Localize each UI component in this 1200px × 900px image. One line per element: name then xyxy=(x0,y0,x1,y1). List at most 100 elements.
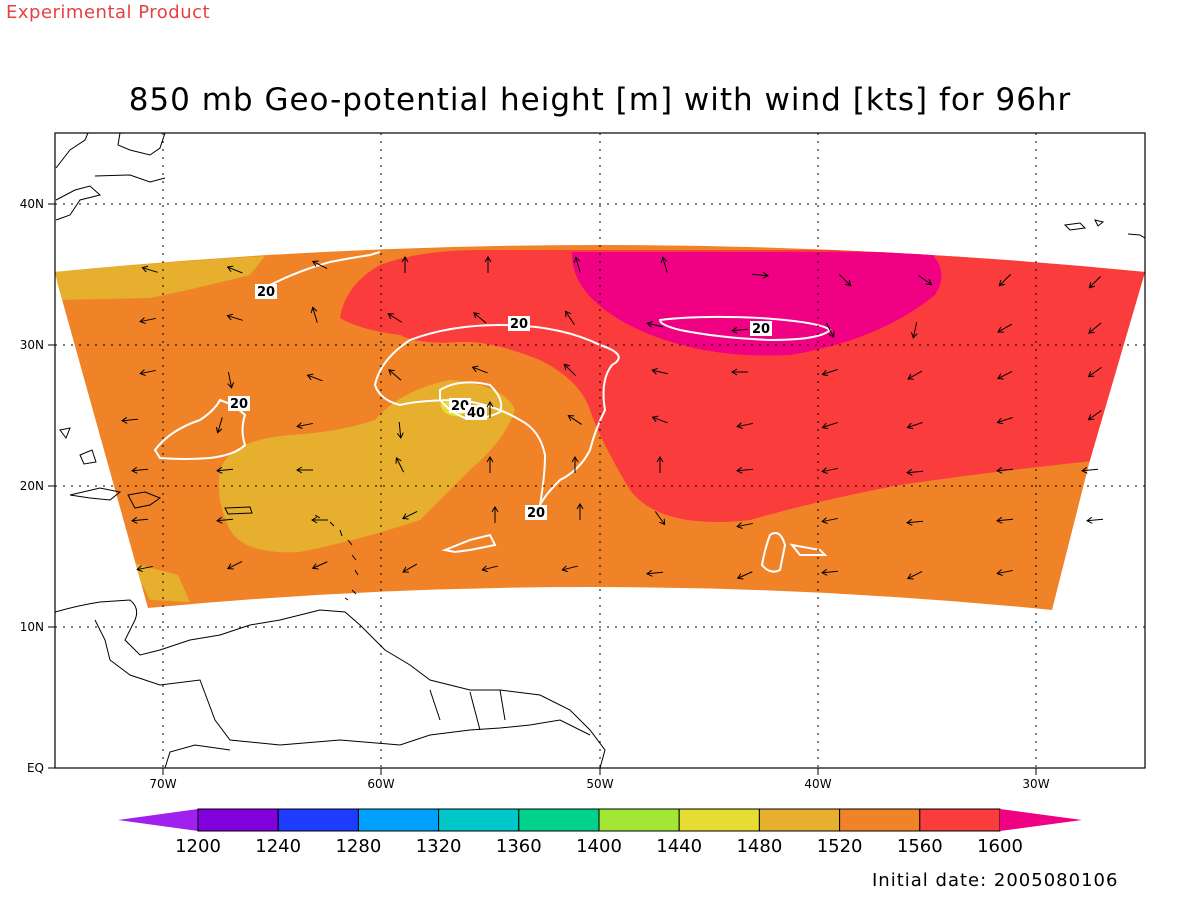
wind-arrow xyxy=(654,511,666,526)
contour-label-5: 20 xyxy=(525,505,547,521)
wind-arrow xyxy=(731,326,749,334)
wind-arrow xyxy=(481,565,498,573)
colorbar-segment xyxy=(919,808,1001,832)
wind-arrow xyxy=(401,256,409,273)
contour-northeast xyxy=(658,315,832,342)
wind-arrow xyxy=(388,369,402,381)
x-tick-50w: 50W xyxy=(586,777,613,791)
colorbar-segment xyxy=(598,808,680,832)
x-axis-labels: 70W 60W 50W 40W 30W xyxy=(149,777,1049,791)
wind-arrow xyxy=(1086,516,1104,524)
wind-arrow xyxy=(226,560,243,570)
wind-arrow xyxy=(139,369,156,377)
contour-north-west xyxy=(269,251,381,286)
wind-arrow xyxy=(571,456,579,473)
wind-arrow xyxy=(996,416,1013,425)
colorbar-segment xyxy=(197,808,279,832)
colorbar-segment xyxy=(518,808,600,832)
x-tick-30w: 30W xyxy=(1022,777,1049,791)
wind-arrow xyxy=(821,368,838,377)
x-tick-70w: 70W xyxy=(149,777,176,791)
contour-label-7: 40 xyxy=(465,405,487,421)
svg-text:20: 20 xyxy=(230,397,248,412)
wind-arrow xyxy=(1088,322,1102,334)
wind-arrow xyxy=(918,274,933,286)
wind-arrow xyxy=(998,273,1012,287)
map-grid xyxy=(55,133,1145,768)
svg-text:40: 40 xyxy=(467,406,485,421)
wind-arrow xyxy=(567,415,582,425)
colorbar-label: 1200 xyxy=(175,836,221,857)
wind-arrow xyxy=(311,516,328,524)
wind-arrow xyxy=(227,372,235,389)
colorbar-label: 1240 xyxy=(255,836,301,857)
colorbar-arrow-low xyxy=(118,809,198,831)
contour-label-3: 20 xyxy=(508,316,530,332)
map-title: 850 mb Geo-potential height [m] with win… xyxy=(128,82,1072,118)
wind-arrow xyxy=(646,320,663,328)
wind-arrow xyxy=(821,568,839,576)
x-tick-60w: 60W xyxy=(367,777,394,791)
coast-lesser-antilles xyxy=(314,514,359,601)
wind-arrow xyxy=(821,467,838,475)
contour-label-1: 20 xyxy=(255,284,277,300)
wind-arrow xyxy=(906,518,924,526)
colorbar-segment xyxy=(758,808,841,832)
wind-arrow xyxy=(310,306,318,323)
wind-arrow xyxy=(226,313,243,321)
wind-arrow xyxy=(736,571,753,580)
colorbar-label: 1440 xyxy=(656,836,702,857)
wind-arrow xyxy=(486,456,494,473)
wind-arrow xyxy=(996,370,1013,380)
wind-arrow xyxy=(997,323,1013,333)
colorbar-label: 1280 xyxy=(335,836,381,857)
colorbar: 1200 1240 1280 1320 1360 1400 1440 1480 1520 1560… xyxy=(118,808,1082,857)
y-tick-40n: 40N xyxy=(20,197,44,211)
wind-arrow xyxy=(471,365,488,374)
wind-arrow xyxy=(731,368,748,376)
height-band-1520-north xyxy=(55,256,265,300)
contour-west xyxy=(153,398,247,460)
colorbar-segment xyxy=(678,808,760,832)
wind-arrow xyxy=(491,506,499,523)
colorbar-label: 1400 xyxy=(576,836,622,857)
height-band-1600 xyxy=(340,250,1145,522)
y-tick-20n: 20N xyxy=(20,479,44,493)
wind-arrow xyxy=(296,422,313,430)
colorbar-segment xyxy=(839,808,921,832)
contour-east-islands xyxy=(760,532,828,573)
wind-arrow xyxy=(821,421,838,430)
wind-arrow xyxy=(906,468,924,476)
wind-arrow xyxy=(825,322,835,339)
wind-arrow xyxy=(484,256,492,273)
wind-arrow xyxy=(387,313,403,323)
wind-arrow xyxy=(215,417,223,434)
wind-arrow xyxy=(736,466,754,474)
wind-arrow xyxy=(473,312,487,324)
coast-azores xyxy=(1063,219,1145,239)
colorbar-arrow-high xyxy=(1000,809,1082,831)
height-band-1520-central xyxy=(218,380,515,553)
wind-arrow xyxy=(838,273,852,287)
colorbar-label: 1600 xyxy=(977,836,1023,857)
wind-arrow xyxy=(1088,275,1102,289)
y-tick-10n: 10N xyxy=(20,620,44,634)
coast-caribbean-islands xyxy=(59,427,253,515)
wind-arrow xyxy=(996,466,1014,474)
wind-arrow xyxy=(576,503,584,520)
colorbar-segment xyxy=(277,808,359,832)
colorbar-segment xyxy=(438,808,520,832)
experimental-product-label: Experimental Product xyxy=(6,2,211,23)
wind-arrow xyxy=(910,322,918,339)
wind-arrow xyxy=(139,317,156,325)
wind-arrow xyxy=(396,421,404,439)
colorbar-label: 1320 xyxy=(416,836,462,857)
wind-arrow xyxy=(486,401,494,418)
wind-arrow xyxy=(660,256,668,273)
wind-arrow xyxy=(573,256,581,273)
contour-label-2: 20 xyxy=(228,396,250,412)
svg-text:20: 20 xyxy=(451,399,469,414)
wind-arrow xyxy=(131,466,149,474)
wind-arrow xyxy=(563,363,577,377)
